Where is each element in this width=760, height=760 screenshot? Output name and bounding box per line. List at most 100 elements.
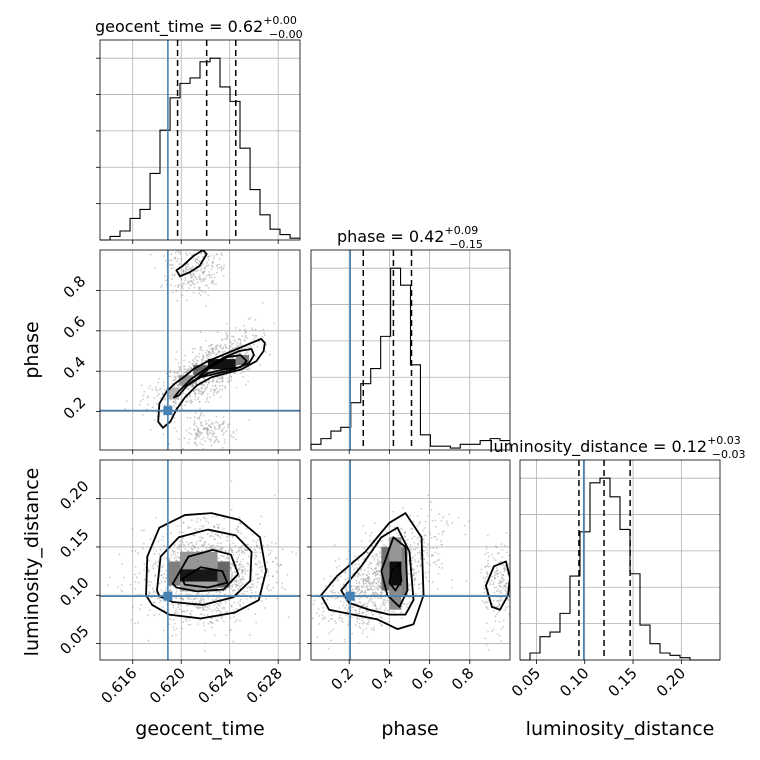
sample-point [270, 549, 273, 552]
sample-point [245, 527, 248, 530]
sample-point [343, 640, 346, 643]
sample-point [426, 515, 429, 517]
sample-point [378, 577, 381, 580]
sample-point [195, 529, 198, 532]
sample-point [413, 541, 416, 544]
sample-point [502, 625, 505, 628]
sample-point [228, 629, 231, 631]
sample-point [199, 278, 202, 281]
sample-point [212, 379, 215, 382]
sample-point [256, 345, 258, 348]
sample-point [226, 337, 228, 340]
sample-point [413, 579, 416, 582]
sample-point [209, 389, 212, 392]
sample-point [334, 559, 337, 562]
sample-point [483, 602, 486, 604]
sample-point [358, 625, 361, 628]
sample-point [201, 390, 204, 393]
sample-point [187, 525, 190, 528]
sample-point [194, 391, 197, 394]
sample-point [451, 586, 454, 589]
sample-point [194, 347, 196, 350]
sample-point [199, 434, 202, 437]
sample-point [242, 592, 245, 595]
sample-point [181, 627, 184, 630]
sample-point [192, 279, 195, 281]
sample-point [178, 250, 181, 252]
sample-point [225, 634, 228, 637]
sample-point [423, 541, 426, 544]
sample-point [384, 545, 387, 548]
sample-point [163, 629, 165, 632]
sample-point [184, 548, 187, 551]
sample-point [311, 617, 314, 620]
title-luminosity-distance: luminosity_distance = 0.12+0.03 −0.03 [489, 434, 746, 461]
sample-point [221, 534, 223, 536]
sample-point [207, 264, 210, 267]
sample-point [400, 617, 403, 620]
sample-point [246, 351, 249, 353]
sample-point [194, 393, 197, 396]
sample-point [503, 570, 506, 573]
sample-point [239, 522, 241, 525]
sample-point [194, 356, 197, 359]
sample-point [255, 621, 258, 624]
sample-point [387, 601, 390, 604]
sample-point [154, 419, 156, 422]
tick-label-x-geocent_time-0: 0.616 [97, 664, 140, 707]
sample-point [497, 599, 500, 602]
sample-point [232, 432, 235, 434]
sample-point [369, 534, 371, 537]
contour-lumdist_vs_phase-4 [484, 560, 510, 611]
sample-point [131, 550, 134, 552]
sample-point [376, 562, 379, 565]
sample-point [196, 278, 198, 280]
sample-point [419, 563, 422, 566]
sample-point [228, 598, 231, 601]
sample-point [204, 304, 207, 307]
sample-point [173, 427, 176, 430]
sample-point [189, 395, 192, 398]
sample-point [339, 600, 342, 603]
sample-point [241, 335, 244, 338]
sample-point [153, 397, 156, 399]
contour-lumdist_vs_phase-1 [340, 526, 415, 616]
sample-point [226, 539, 229, 542]
sample-point [384, 601, 387, 604]
sample-point [237, 526, 240, 528]
sample-point [432, 547, 435, 550]
sample-point [228, 347, 230, 350]
sample-point [245, 368, 248, 370]
sample-point [211, 265, 214, 268]
sample-point [175, 556, 178, 558]
sample-point [507, 598, 510, 601]
truth-marker-lumdist_vs_phase [345, 591, 355, 601]
plot-area-phase_vs_geocent_time [123, 250, 276, 450]
sample-point [195, 354, 198, 357]
sample-point [203, 544, 206, 546]
sample-point [201, 359, 203, 361]
sample-point [205, 548, 208, 551]
sample-point [214, 436, 217, 439]
sample-point [372, 580, 375, 583]
sample-point [160, 589, 163, 592]
sample-point [377, 608, 379, 611]
density-cell-0 [207, 359, 236, 370]
sample-point [235, 527, 238, 530]
sample-point [172, 400, 175, 403]
plot-area-lumdist_vs_geocent_time [106, 480, 298, 652]
sample-point [512, 575, 514, 577]
sample-point [168, 589, 171, 592]
sample-point [197, 418, 200, 421]
sample-point [253, 551, 256, 554]
sample-point [499, 591, 502, 594]
sample-point [235, 386, 238, 389]
sample-point [224, 600, 227, 602]
sample-point [220, 612, 222, 615]
sample-point [173, 421, 176, 423]
sample-point [241, 550, 244, 553]
sample-point [218, 557, 221, 560]
sample-point [201, 544, 203, 547]
sample-point [229, 587, 232, 590]
sample-point [258, 340, 261, 343]
